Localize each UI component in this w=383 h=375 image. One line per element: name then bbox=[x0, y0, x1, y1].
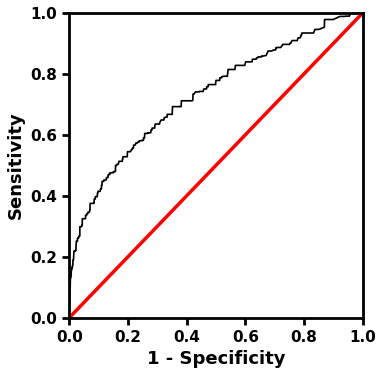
Y-axis label: Sensitivity: Sensitivity bbox=[7, 111, 25, 219]
X-axis label: 1 - Specificity: 1 - Specificity bbox=[147, 350, 285, 368]
